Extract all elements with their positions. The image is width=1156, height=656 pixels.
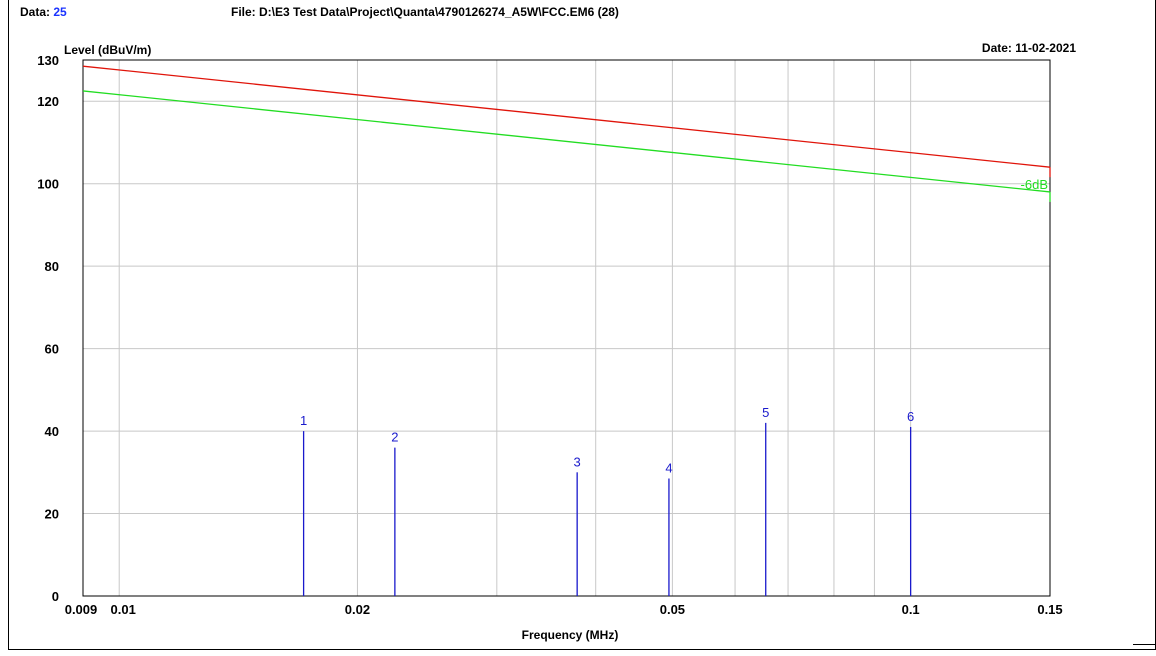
x-tick-label: 0.05 xyxy=(660,602,685,617)
y-tick-label: 40 xyxy=(45,424,59,439)
limit-line-label: -6dB xyxy=(1021,177,1048,192)
plot-border xyxy=(82,59,1051,597)
x-tick-label: 0.1 xyxy=(902,602,920,617)
file-header: File: D:\E3 Test Data\Project\Quanta\479… xyxy=(231,5,619,19)
marker-label: 6 xyxy=(907,409,914,424)
markers: 1 2 3 4 5 6 xyxy=(300,405,914,596)
y-tick-label: 80 xyxy=(45,259,59,274)
marker-label: 1 xyxy=(300,413,307,428)
marker-label: 5 xyxy=(762,405,769,420)
date-label: Date: xyxy=(982,41,1012,55)
file-path: D:\E3 Test Data\Project\Quanta\479012627… xyxy=(259,5,619,19)
limit-lines: -6dB xyxy=(82,65,1051,202)
marker-label: 3 xyxy=(574,454,581,469)
data-value: 25 xyxy=(53,5,67,19)
grid xyxy=(82,59,1051,597)
limit-line xyxy=(82,90,1051,193)
y-tick-label: 0 xyxy=(52,589,59,604)
x-tick-label: 0.01 xyxy=(111,602,136,617)
x-tick-labels: 0.009 0.01 0.02 0.05 0.1 0.15 xyxy=(65,602,1063,617)
marker-label: 4 xyxy=(665,460,672,475)
y-tick-label: 130 xyxy=(37,53,59,68)
x-tick-label: 0.15 xyxy=(1037,602,1062,617)
x-tick-label: 0.02 xyxy=(345,602,370,617)
corner-line xyxy=(1133,644,1155,645)
marker-label: 2 xyxy=(391,430,398,445)
file-label: File: xyxy=(231,5,256,19)
y-tick-label: 100 xyxy=(37,177,59,192)
y-tick-label: 20 xyxy=(45,507,59,522)
y-tick-labels: 0 20 40 60 80 100 120 130 xyxy=(37,53,59,604)
x-axis-label: Frequency (MHz) xyxy=(522,628,619,642)
date-header: Date: 11-02-2021 xyxy=(982,41,1076,55)
limit-line xyxy=(82,65,1051,168)
data-header: Data: 25 xyxy=(20,5,67,19)
data-label: Data: xyxy=(20,5,51,19)
y-tick-label: 120 xyxy=(37,94,59,109)
y-tick-label: 60 xyxy=(45,342,59,357)
x-tick-label: 0.009 xyxy=(65,602,98,617)
y-axis-label: Level (dBuV/m) xyxy=(64,43,151,57)
date-value: 11-02-2021 xyxy=(1015,41,1076,55)
